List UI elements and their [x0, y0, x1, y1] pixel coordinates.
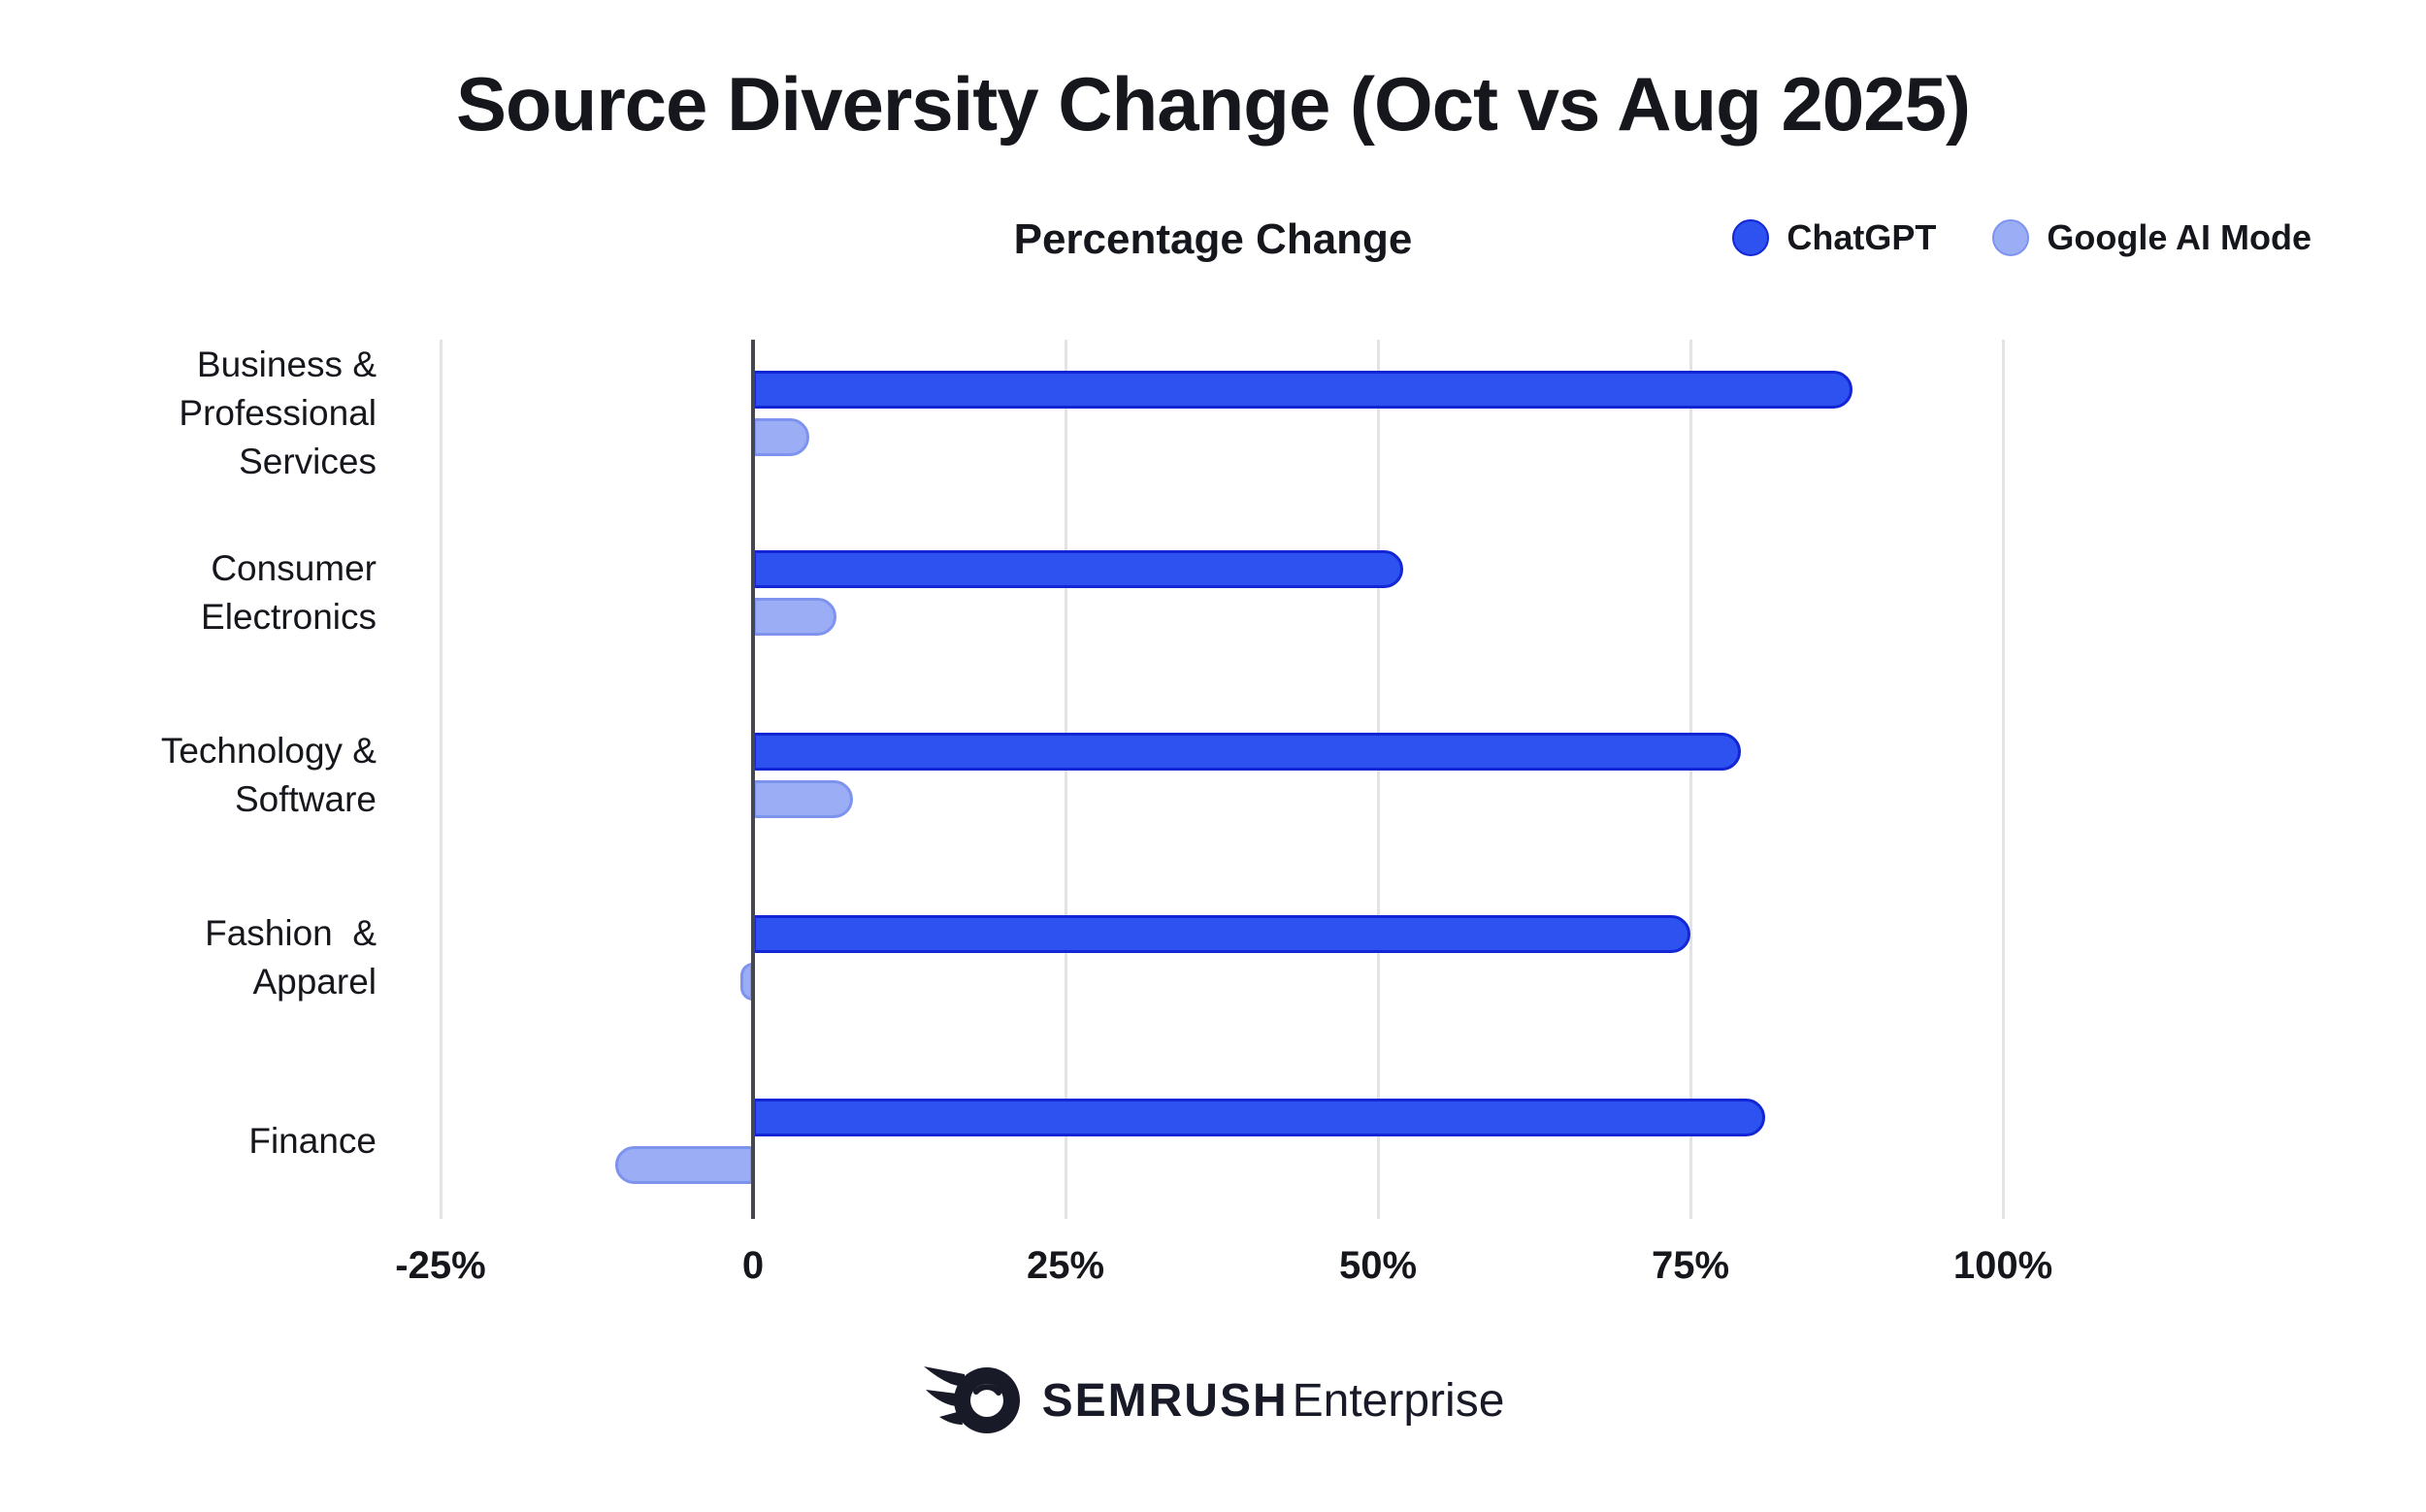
gridline-75% [1688, 340, 1692, 1219]
zero-axis-line [751, 340, 755, 1219]
gridline-50% [1376, 340, 1380, 1219]
legend-item-chatgpt: ChatGPT [1732, 217, 1936, 258]
x-tick-label: 25% [1026, 1244, 1105, 1287]
x-tick-label: -25% [395, 1244, 486, 1287]
legend-item-google-ai-mode: Google AI Mode [1992, 217, 2311, 258]
category-label: Consumer Electronics [201, 548, 377, 637]
x-tick-label: 100% [1952, 1244, 2053, 1287]
gridline-100% [2001, 340, 2005, 1219]
gridline-25% [1064, 340, 1067, 1219]
legend-label: ChatGPT [1787, 217, 1937, 257]
bar-chatgpt-row3 [753, 915, 1690, 953]
brand-name: SEMRUSH [1041, 1374, 1289, 1427]
bar-google-ai-mode-row2 [753, 780, 854, 818]
category-label: Technology & Software [160, 731, 377, 819]
chart-legend: ChatGPT Google AI Mode [1732, 217, 2311, 258]
bar-chatgpt-row1 [753, 550, 1403, 588]
bar-google-ai-mode-row4 [615, 1146, 753, 1184]
chart-subtitle: Percentage Change [1013, 215, 1413, 263]
bar-google-ai-mode-row1 [753, 598, 837, 636]
bar-google-ai-mode-row0 [753, 418, 809, 456]
bar-chatgpt-row0 [753, 371, 1853, 409]
brand-suffix: Enterprise [1292, 1374, 1505, 1427]
page-title: Source Diversity Change (Oct vs Aug 2025… [456, 61, 1971, 147]
x-tick-label: 50% [1338, 1244, 1418, 1287]
legend-label: Google AI Mode [2047, 217, 2311, 257]
legend-dot-icon [1992, 219, 2030, 256]
bar-chatgpt-row2 [753, 733, 1741, 771]
legend-dot-icon [1732, 219, 1770, 256]
semrush-logo-icon [922, 1363, 1023, 1438]
category-label: Finance [248, 1121, 377, 1161]
x-tick-label: 0 [741, 1244, 765, 1287]
x-tick-label: 75% [1651, 1244, 1730, 1287]
footer-brand: SEMRUSHEnterprise [0, 1357, 2426, 1444]
category-label: Business & Professional Services [179, 345, 377, 481]
gridline--25% [439, 340, 443, 1219]
category-label: Fashion & Apparel [205, 913, 377, 1002]
bar-chatgpt-row4 [753, 1099, 1766, 1136]
